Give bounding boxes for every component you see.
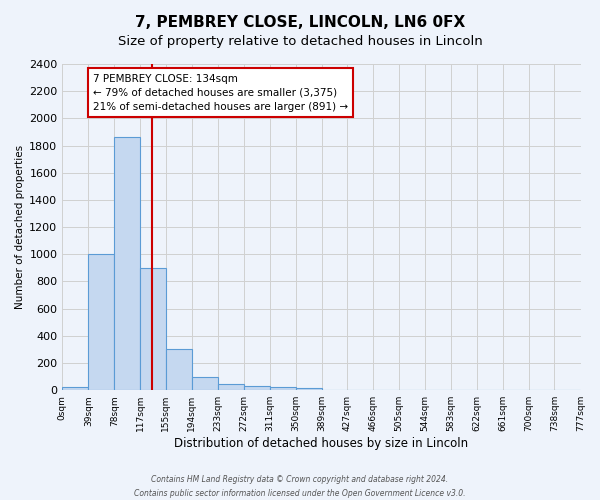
Bar xyxy=(296,388,322,390)
Bar xyxy=(270,388,296,390)
Text: Size of property relative to detached houses in Lincoln: Size of property relative to detached ho… xyxy=(118,35,482,48)
Text: 7 PEMBREY CLOSE: 134sqm
← 79% of detached houses are smaller (3,375)
21% of semi: 7 PEMBREY CLOSE: 134sqm ← 79% of detache… xyxy=(93,74,348,112)
Bar xyxy=(62,387,88,390)
Bar xyxy=(191,376,218,390)
Bar xyxy=(115,138,140,390)
Text: Contains HM Land Registry data © Crown copyright and database right 2024.
Contai: Contains HM Land Registry data © Crown c… xyxy=(134,476,466,498)
Text: 7, PEMBREY CLOSE, LINCOLN, LN6 0FX: 7, PEMBREY CLOSE, LINCOLN, LN6 0FX xyxy=(135,15,465,30)
Bar xyxy=(244,386,270,390)
Y-axis label: Number of detached properties: Number of detached properties xyxy=(15,145,25,309)
X-axis label: Distribution of detached houses by size in Lincoln: Distribution of detached houses by size … xyxy=(175,437,469,450)
Bar xyxy=(166,350,191,390)
Bar xyxy=(140,268,166,390)
Bar xyxy=(88,254,115,390)
Bar xyxy=(218,384,244,390)
